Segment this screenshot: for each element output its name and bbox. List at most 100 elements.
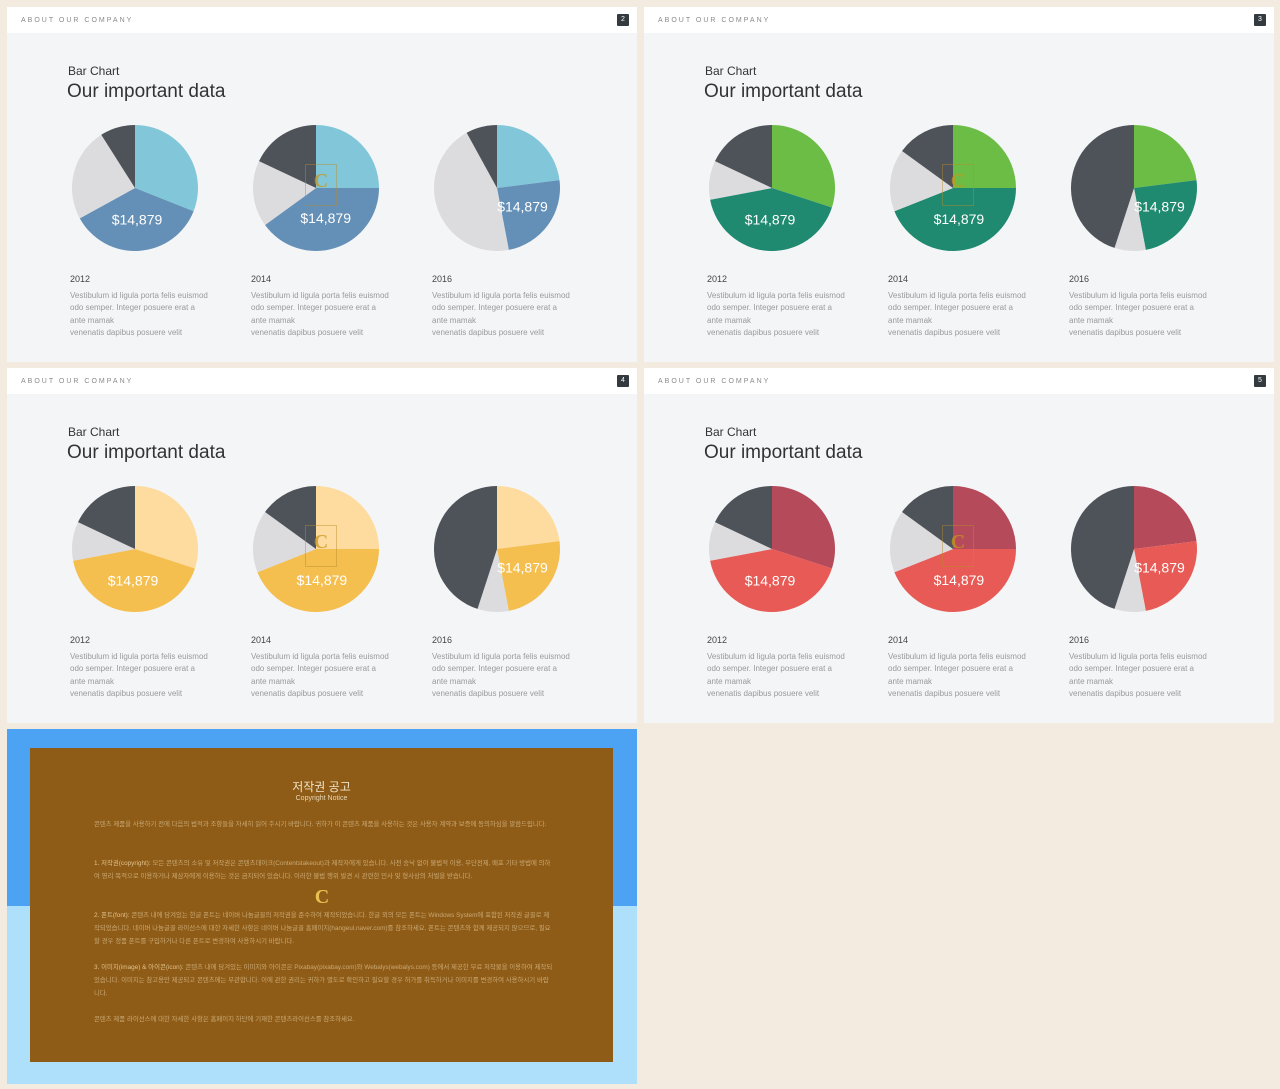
pie-slice-secondary	[710, 549, 832, 613]
pie-slice-dark	[259, 125, 316, 188]
slide-subtitle: Bar Chart	[705, 64, 757, 78]
pie-slice-light	[889, 511, 953, 573]
year-label: 2012	[70, 274, 91, 284]
watermark-letter: C	[313, 531, 329, 553]
pie-slice-dark	[1070, 486, 1134, 609]
section-body: 콘텐츠 내에 담겨있는 한글 폰트는 네이버 나눔글꼴의 저작권을 준수하여 제…	[94, 912, 551, 945]
watermark-logo: C	[942, 164, 974, 206]
description-text: Vestibulum id ligula porta felis euismod…	[251, 652, 389, 698]
section-body: 콘텐츠 내에 담겨있는 이미지와 아이콘은 Pixabay(pixabay.co…	[94, 964, 553, 997]
pie-chart-2012: $14,879	[70, 484, 200, 614]
pie-slice-secondary	[497, 180, 560, 250]
pie-slice-primary	[497, 125, 560, 188]
notice-panel: 저작권 공고 Copyright Notice 콘텐츠 제품을 사용하기 전에 …	[30, 748, 613, 1062]
slide-header: ABOUT OUR COMPANY 5	[644, 368, 1274, 394]
pie-slice-light	[71, 134, 135, 219]
pie-value-label: $14,879	[108, 572, 159, 588]
slide-subtitle: Bar Chart	[705, 425, 757, 439]
pie-value-label: $14,879	[934, 211, 985, 227]
pie-slice-primary	[497, 486, 560, 549]
pie-slice-primary	[772, 125, 836, 208]
pie-slice-secondary	[1134, 180, 1197, 250]
year-label: 2016	[1069, 274, 1090, 284]
year-label: 2014	[888, 274, 909, 284]
pie-slice-dark	[265, 486, 316, 549]
pie-value-label: $14,879	[497, 199, 548, 215]
section-heading: 1. 저작권(copyright):	[94, 860, 151, 867]
slide-copyright-notice[interactable]: 저작권 공고 Copyright Notice 콘텐츠 제품을 사용하기 전에 …	[7, 729, 637, 1084]
pie-slice-light	[709, 161, 772, 200]
description-text: Vestibulum id ligula porta felis euismod…	[707, 652, 845, 698]
pie-chart-2014: $14,879	[251, 123, 381, 253]
description-text: Vestibulum id ligula porta felis euismod…	[251, 291, 389, 337]
pie-slice-primary	[316, 125, 379, 188]
slide-number-badge: 4	[617, 375, 629, 387]
watermark-logo: C	[305, 525, 337, 567]
slide-4[interactable]: ABOUT OUR COMPANY 4 Bar Chart Our import…	[7, 368, 637, 723]
pie-value-label: $14,879	[497, 560, 548, 576]
pie-chart-2016: $14,879	[1069, 484, 1199, 614]
watermark-logo: C	[310, 884, 334, 916]
pie-slice-dark	[466, 125, 497, 188]
year-label: 2012	[707, 635, 728, 645]
pie-slice-light	[253, 161, 316, 226]
slide-2[interactable]: ABOUT OUR COMPANY 2 Bar Chart Our import…	[7, 7, 637, 362]
description-text: Vestibulum id ligula porta felis euismod…	[70, 291, 208, 337]
pie-value-label: $14,879	[745, 211, 796, 227]
pie-chart-2016: $14,879	[432, 123, 562, 253]
description-text: Vestibulum id ligula porta felis euismod…	[432, 652, 570, 698]
pie-slice-primary	[135, 125, 199, 212]
pie-chart-2014: $14,879	[888, 123, 1018, 253]
pie-slice-dark	[433, 486, 497, 609]
slide-3[interactable]: ABOUT OUR COMPANY 3 Bar Chart Our import…	[644, 7, 1274, 362]
pie-chart-2012: $14,879	[707, 123, 837, 253]
pie-slice-dark	[902, 125, 953, 188]
pie-slice-light	[1114, 549, 1146, 612]
pie-slice-light	[477, 549, 509, 612]
pie-slice-secondary	[73, 549, 195, 613]
pie-value-label: $14,879	[300, 210, 351, 226]
pie-value-label: $14,879	[934, 572, 985, 588]
notice-intro: 콘텐츠 제품을 사용하기 전에 다음의 법적과 조항들을 자세히 읽어 주시기 …	[94, 821, 547, 828]
slide-title: Our important data	[67, 442, 226, 463]
slide-subtitle: Bar Chart	[68, 425, 120, 439]
description-text: Vestibulum id ligula porta felis euismod…	[888, 291, 1026, 337]
pie-slice-light	[709, 522, 772, 561]
section-heading: 2. 폰트(font):	[94, 912, 130, 919]
pie-value-label: $14,879	[297, 572, 348, 588]
year-label: 2014	[251, 274, 272, 284]
slide-subtitle: Bar Chart	[68, 64, 120, 78]
company-label: ABOUT OUR COMPANY	[21, 17, 134, 24]
watermark-letter: C	[314, 886, 330, 908]
pie-value-label: $14,879	[112, 211, 163, 227]
year-label: 2012	[707, 274, 728, 284]
description-text: Vestibulum id ligula porta felis euismod…	[707, 291, 845, 337]
pie-slice-light	[434, 132, 509, 251]
pie-slice-primary	[135, 486, 199, 569]
pie-slice-dark	[715, 125, 772, 188]
pie-chart-2012: $14,879	[707, 484, 837, 614]
notice-section-copyright: 1. 저작권(copyright): 모든 콘텐츠의 소유 및 저작권은 콘텐츠…	[94, 857, 554, 883]
notice-footer: 콘텐츠 제품 라이선스에 대한 자세한 사항은 홈페이지 하단에 기재한 콘텐츠…	[94, 1016, 355, 1023]
pie-value-label: $14,879	[1134, 199, 1185, 215]
notice-title: 저작권 공고	[292, 780, 351, 794]
watermark-letter: C	[313, 170, 329, 192]
slide-5[interactable]: ABOUT OUR COMPANY 5 Bar Chart Our import…	[644, 368, 1274, 723]
slide-number-badge: 2	[617, 14, 629, 26]
description-text: Vestibulum id ligula porta felis euismod…	[1069, 652, 1207, 698]
pie-slice-primary	[953, 486, 1016, 549]
pie-slice-secondary	[1134, 541, 1197, 611]
pie-chart-2016: $14,879	[432, 484, 562, 614]
description-text: Vestibulum id ligula porta felis euismod…	[70, 652, 208, 698]
company-label: ABOUT OUR COMPANY	[21, 378, 134, 385]
pie-slice-dark	[101, 125, 135, 188]
year-label: 2016	[1069, 635, 1090, 645]
pie-slice-light	[252, 511, 316, 573]
pie-value-label: $14,879	[745, 572, 796, 588]
pie-chart-2014: $14,879	[888, 484, 1018, 614]
description-text: Vestibulum id ligula porta felis euismod…	[432, 291, 570, 337]
slide-number-badge: 5	[1254, 375, 1266, 387]
pie-slice-secondary	[710, 188, 832, 252]
year-label: 2012	[70, 635, 91, 645]
pie-slice-dark	[715, 486, 772, 549]
